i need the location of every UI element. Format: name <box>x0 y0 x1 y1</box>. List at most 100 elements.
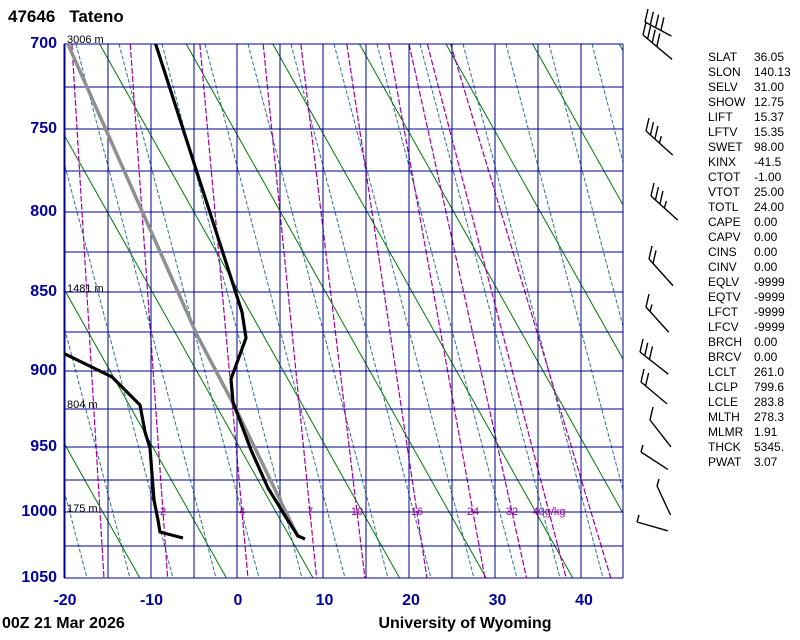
moist-adiabat-line <box>462 44 604 578</box>
index-value: 98.00 <box>754 140 785 154</box>
index-label: VTOT <box>708 185 740 199</box>
index-value: 0.00 <box>754 245 778 259</box>
index-label: CINV <box>708 260 737 274</box>
index-row: SHOW 12.75 <box>708 95 791 110</box>
moist-adiabat-line <box>505 44 623 493</box>
index-label: SWET <box>708 140 743 154</box>
index-label: SLAT <box>708 50 738 64</box>
index-value: 0.00 <box>754 230 778 244</box>
mixing-ratio-line <box>388 44 486 578</box>
pressure-tick-label: 1050 <box>21 569 57 586</box>
index-row: EQTV -9999 <box>708 290 791 305</box>
index-row: CTOT -1.00 <box>708 170 791 185</box>
index-label: EQTV <box>708 290 741 304</box>
index-value: -9999 <box>754 275 785 289</box>
index-row: SWET 98.00 <box>708 140 791 155</box>
pressure-tick-label: 800 <box>30 203 57 220</box>
index-value: -9999 <box>754 290 785 304</box>
index-label: SHOW <box>708 95 746 109</box>
mixing-ratio-label: 40g/kg <box>532 506 566 518</box>
temperature-trace <box>153 44 306 541</box>
index-value: 24.00 <box>754 200 785 214</box>
index-label: MLTH <box>708 410 740 424</box>
index-label: CTOT <box>708 170 741 184</box>
height-annotation: 175 m <box>67 503 98 515</box>
index-value: 283.8 <box>754 395 785 409</box>
pressure-tick-label: 700 <box>30 35 57 52</box>
moist-adiabat-line <box>376 44 518 578</box>
wind-barb <box>645 117 674 156</box>
index-label: CAPV <box>708 230 741 244</box>
index-value: 0.00 <box>754 350 778 364</box>
index-row: LIFT 15.37 <box>708 110 791 125</box>
index-value: 15.35 <box>754 125 785 139</box>
mixing-ratio-line <box>426 44 567 578</box>
wind-barb <box>645 293 670 333</box>
temperature-tick-label: 10 <box>315 592 334 609</box>
mixing-ratio-line <box>262 44 318 578</box>
index-row: MLMR 1.91 <box>708 425 791 440</box>
index-row: SLON 140.13 <box>708 65 791 80</box>
wind-barb <box>656 478 672 516</box>
index-label: LFCT <box>708 305 738 319</box>
index-row: MLTH 278.3 <box>708 410 791 425</box>
index-label: CAPE <box>708 215 741 229</box>
moist-adiabat-line <box>333 44 475 578</box>
mixing-ratio-line <box>300 44 366 578</box>
mixing-ratio-label: 32 <box>505 506 519 518</box>
index-row: BRCH 0.00 <box>708 335 791 350</box>
sounding-traces <box>64 44 306 541</box>
wind-barb <box>644 8 672 37</box>
station-id: 47646 <box>8 7 56 26</box>
index-value: 25.00 <box>754 185 785 199</box>
index-label: TOTL <box>708 200 739 214</box>
moist-adiabat-line <box>75 44 217 578</box>
height-annotation: 804 m <box>67 399 98 411</box>
index-label: PWAT <box>708 455 742 469</box>
moist-adiabat-line <box>591 44 623 165</box>
mixing-ratio-line <box>346 44 428 578</box>
index-row: LCLT 261.0 <box>708 365 791 380</box>
index-row: CAPE 0.00 <box>708 215 791 230</box>
index-row: PWAT 3.07 <box>708 455 791 470</box>
mixing-ratio-line <box>450 44 612 578</box>
temperature-tick-label: -10 <box>139 592 164 609</box>
index-value: 1.91 <box>754 425 778 439</box>
index-row: CINV 0.00 <box>708 260 791 275</box>
wind-barb <box>649 406 672 448</box>
index-value: -1.00 <box>754 170 782 184</box>
index-value: 3.07 <box>754 455 778 469</box>
index-row: SLAT 36.05 <box>708 50 791 65</box>
index-label: LFTV <box>708 125 738 139</box>
temperature-tick-label: 0 <box>233 592 243 609</box>
mixing-ratio-line <box>199 44 249 578</box>
moist-adiabat-line <box>247 44 389 578</box>
mixing-ratio-label: 4 <box>238 506 246 518</box>
mixing-ratio-line <box>408 44 528 578</box>
index-label: LCLP <box>708 380 739 394</box>
index-row: KINX -41.5 <box>708 155 791 170</box>
parcel-trace <box>65 44 300 538</box>
index-value: 36.05 <box>754 50 785 64</box>
dry-adiabat-line <box>185 44 487 578</box>
temperature-tick-label: 20 <box>402 592 420 609</box>
wind-barbs <box>636 8 679 532</box>
index-row: THCK 5345. <box>708 440 791 455</box>
dry-adiabat-line <box>99 44 401 578</box>
dry-adiabat-line <box>532 44 623 206</box>
pressure-tick-label: 950 <box>30 438 57 455</box>
index-row: CINS 0.00 <box>708 245 791 260</box>
pressure-tick-label: 850 <box>30 283 57 300</box>
data-source: University of Wyoming <box>378 615 552 632</box>
index-row: CAPV 0.00 <box>708 230 791 245</box>
height-annotation: 1481 m <box>67 283 104 295</box>
pressure-tick-label: 1000 <box>21 503 57 520</box>
index-value: 31.00 <box>754 80 785 94</box>
temperature-tick-label: -20 <box>53 592 77 609</box>
index-value: 0.00 <box>754 335 778 349</box>
index-row: VTOT 25.00 <box>708 185 791 200</box>
index-label: LIFT <box>708 110 733 124</box>
moist-adiabat-line <box>204 44 346 578</box>
index-row: LCLE 283.8 <box>708 395 791 410</box>
